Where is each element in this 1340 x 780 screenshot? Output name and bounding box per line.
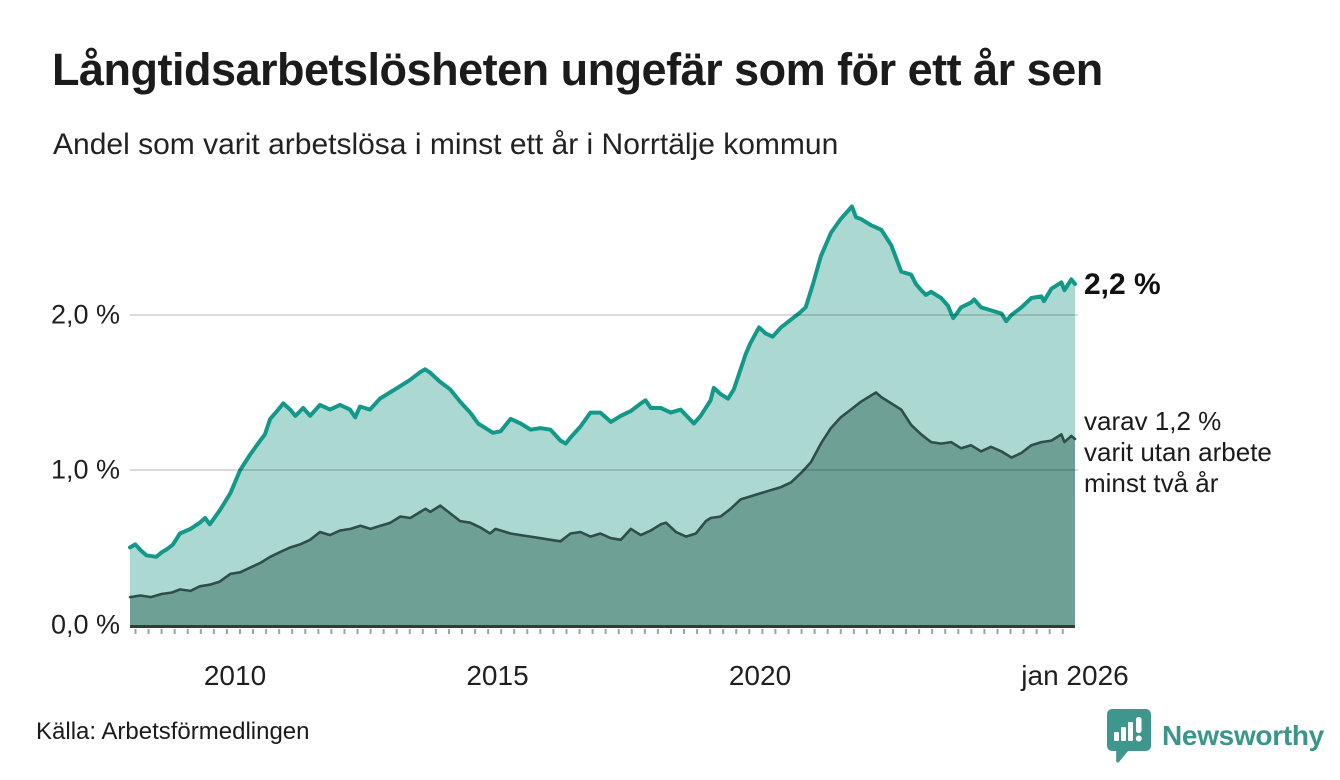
line-2yr xyxy=(128,391,1077,599)
source-note: Källa: Arbetsförmedlingen xyxy=(36,718,310,745)
page-subtitle: Andel som varit arbetslösa i minst ett å… xyxy=(53,128,839,161)
page-title: Långtidsarbetslösheten ungefär som för e… xyxy=(52,44,1103,95)
secondary-annotation-line1: varav 1,2 % xyxy=(1084,406,1222,436)
area-2yr xyxy=(130,392,1075,625)
line-1yr xyxy=(128,204,1077,559)
secondary-annotation-line2: varit utan arbete xyxy=(1084,437,1272,467)
x-axis-label: 2020 xyxy=(728,660,792,691)
branding-name: Newsworthy xyxy=(1162,720,1324,751)
y-axis-label: 2,0 % xyxy=(50,299,120,330)
y-axis-label: 0,0 % xyxy=(50,609,120,640)
latest-value-annotation: 2,2 % xyxy=(1084,268,1161,301)
x-axis-label: 2015 xyxy=(466,660,529,691)
branding: Newsworthy xyxy=(1106,708,1324,764)
newsworthy-logo-icon xyxy=(1107,709,1151,763)
secondary-annotation: varav 1,2 % varit utan arbete minst två … xyxy=(1084,406,1272,499)
y-axis-label: 1,0 % xyxy=(50,454,120,485)
secondary-annotation-line3: minst två år xyxy=(1084,468,1219,498)
x-axis-label: 2010 xyxy=(203,660,267,691)
x-axis-label: jan 2026 xyxy=(1021,660,1129,691)
